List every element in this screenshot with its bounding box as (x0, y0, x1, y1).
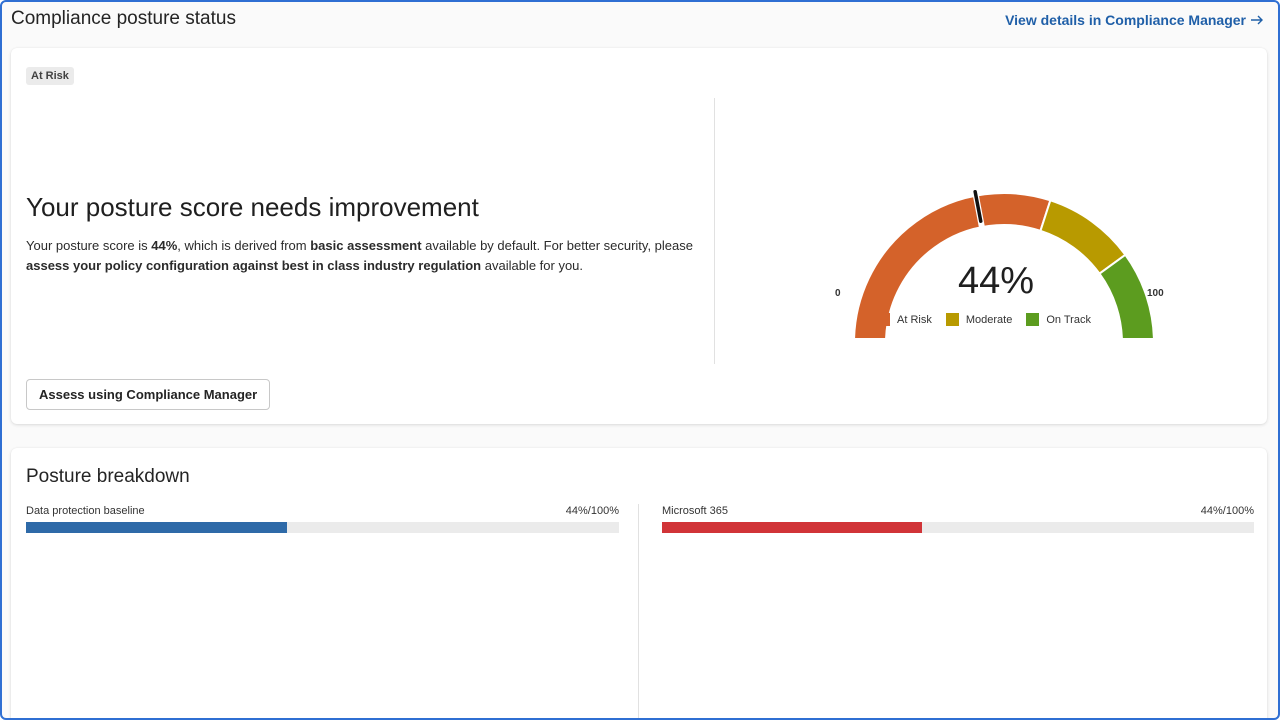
breakdown-divider (638, 504, 639, 718)
gauge-segment-on-track (1098, 253, 1155, 338)
desc-basic-assessment: basic assessment (310, 238, 422, 253)
view-details-label: View details in Compliance Manager (1005, 12, 1246, 28)
progress-track (26, 522, 619, 533)
desc-text-2: , which is derived from (177, 238, 311, 253)
gauge-max-label: 100 (1147, 288, 1164, 299)
legend-item-on-track: On Track (1026, 313, 1091, 326)
posture-status-card: At Risk Your posture score needs improve… (11, 48, 1267, 424)
breakdown-label: Data protection baseline (26, 505, 145, 517)
breakdown-item-microsoft-365: Microsoft 365 44%/100% (662, 505, 1254, 533)
status-badge: At Risk (26, 67, 74, 85)
legend-item-moderate: Moderate (945, 313, 1013, 326)
gauge-needle (973, 189, 983, 223)
desc-score: 44% (151, 238, 178, 253)
breakdown-value: 44%/100% (565, 505, 619, 517)
desc-text-1: Your posture score is (26, 238, 152, 253)
progress-track (662, 522, 1254, 533)
legend-swatch-moderate (945, 313, 959, 326)
legend-item-at-risk: At Risk (877, 313, 932, 326)
posture-headline: Your posture score needs improvement (26, 192, 479, 222)
gauge-legend: At Risk Moderate On Track (877, 313, 1091, 326)
page-title: Compliance posture status (11, 8, 236, 29)
assess-compliance-manager-button[interactable]: Assess using Compliance Manager (26, 379, 271, 410)
gauge-score-value: 44% (957, 260, 1035, 302)
view-details-link[interactable]: View details in Compliance Manager (1005, 12, 1264, 28)
legend-label-on-track: On Track (1046, 313, 1091, 326)
progress-fill (662, 522, 923, 533)
legend-swatch-on-track (1026, 313, 1040, 326)
card-divider (714, 98, 715, 364)
breakdown-label: Microsoft 365 (662, 505, 729, 517)
legend-label-at-risk: At Risk (897, 313, 932, 326)
breakdown-value: 44%/100% (1200, 505, 1254, 517)
posture-breakdown-card: Posture breakdown Data protection baseli… (11, 448, 1267, 718)
legend-swatch-at-risk (877, 313, 890, 326)
gauge-min-label: 0 (835, 288, 841, 299)
legend-label-moderate: Moderate (965, 313, 1013, 326)
breakdown-item-data-protection: Data protection baseline 44%/100% (26, 505, 619, 533)
breakdown-title: Posture breakdown (26, 466, 190, 487)
desc-text-4: available for you. (481, 257, 584, 273)
arrow-right-icon (1251, 15, 1263, 25)
progress-fill (26, 522, 287, 533)
desc-text-3: available by default. For better securit… (421, 238, 693, 253)
desc-assess-policy: assess your policy configuration against… (26, 257, 482, 273)
posture-score-gauge (853, 189, 1155, 338)
posture-description: Your posture score is 44%, which is deri… (26, 236, 716, 275)
